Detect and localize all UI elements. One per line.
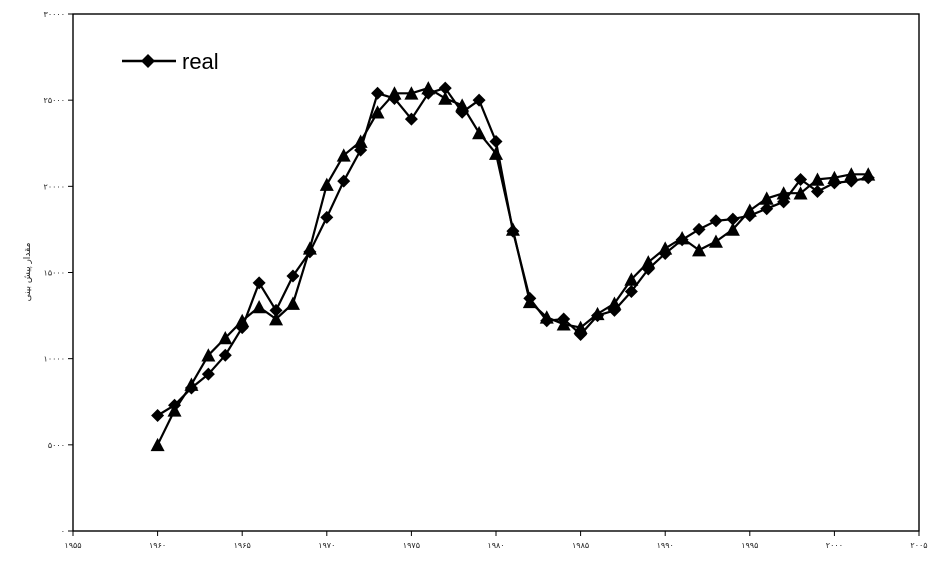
- x-tick-label: ۱۹۷۵: [403, 541, 420, 550]
- triangle-marker: [607, 296, 622, 310]
- triangle-marker: [827, 170, 842, 185]
- triangle-marker: [522, 294, 537, 309]
- legend-label-real: real: [182, 49, 219, 74]
- diamond-marker: [218, 348, 232, 362]
- triangle-marker: [708, 234, 723, 248]
- y-tick-label: ۵۰۰۰: [48, 441, 65, 450]
- triangle-marker: [285, 296, 300, 310]
- diamond-marker: [760, 202, 774, 216]
- diamond-marker: [404, 112, 418, 126]
- triangle-marker: [641, 255, 656, 269]
- triangle-marker: [150, 437, 165, 452]
- legend-diamond-marker: [141, 54, 155, 68]
- series-real: [151, 81, 875, 423]
- triangle-marker: [472, 125, 487, 140]
- triangle-marker: [759, 191, 774, 205]
- triangle-marker: [455, 98, 470, 112]
- triangle-marker: [573, 320, 588, 334]
- triangle-marker: [793, 186, 808, 200]
- x-tick-label: ۲۰۰۵: [910, 541, 927, 550]
- diamond-marker: [624, 284, 638, 298]
- y-tick-label: ۱۰۰۰۰: [44, 355, 65, 364]
- triangle-marker: [269, 312, 284, 326]
- x-tick-label: ۱۹۹۵: [741, 541, 758, 550]
- legend: real: [122, 49, 219, 74]
- triangle-marker: [387, 86, 402, 100]
- triangle-marker: [861, 167, 876, 181]
- triangle-marker: [302, 241, 317, 255]
- diamond-marker: [286, 269, 300, 283]
- triangle-marker: [184, 377, 199, 391]
- series-layer: [150, 81, 876, 452]
- y-tick-label: ۲۵۰۰۰: [44, 96, 65, 105]
- triangle-marker: [556, 317, 571, 331]
- triangle-marker: [218, 330, 233, 345]
- diamond-marker: [438, 81, 452, 95]
- triangle-marker: [336, 148, 351, 162]
- triangle-marker: [167, 403, 182, 417]
- plot-border: [72, 13, 920, 532]
- y-axis-label: مقدار پیش بینی: [23, 242, 33, 301]
- triangle-marker: [505, 222, 520, 236]
- triangle-marker: [319, 177, 334, 191]
- series-line: [156, 86, 869, 446]
- triangle-marker: [776, 186, 791, 200]
- diamond-marker: [201, 367, 215, 381]
- diamond-marker: [489, 135, 503, 149]
- y-tick-label: ۲۰۰۰۰: [44, 182, 65, 191]
- triangle-marker: [252, 299, 267, 314]
- triangle-marker: [421, 81, 436, 95]
- x-tick-label: ۱۹۹۰: [657, 541, 674, 550]
- y-axis-ticks: ۰ ۵۰۰۰ ۱۰۰۰۰ ۱۵۰۰۰ ۲۰۰۰۰ ۲۵۰۰۰ ۳۰۰۰۰: [44, 10, 73, 536]
- triangle-marker: [725, 222, 740, 236]
- triangle-marker: [692, 243, 707, 257]
- diamond-marker: [252, 276, 266, 290]
- x-tick-label: ۲۰۰۰: [826, 541, 843, 550]
- x-tick-label: ۱۹۸۰: [487, 541, 504, 550]
- y-tick-label: ۰: [61, 527, 65, 536]
- diamond-marker: [810, 185, 824, 199]
- triangle-marker: [844, 167, 859, 181]
- axes: [72, 13, 920, 532]
- series-triangle: [150, 81, 876, 452]
- triangle-marker: [658, 241, 673, 255]
- x-tick-label: ۱۹۶۰: [149, 541, 166, 550]
- diamond-marker: [692, 222, 706, 236]
- triangle-marker: [624, 272, 639, 286]
- diamond-marker: [320, 210, 334, 224]
- diamond-marker: [709, 214, 723, 228]
- diamond-marker: [337, 174, 351, 188]
- triangle-marker: [675, 231, 690, 245]
- triangle-marker: [370, 105, 385, 119]
- x-tick-label: ۱۹۶۵: [234, 541, 251, 550]
- x-axis-ticks: ۱۹۵۵ ۱۹۶۰ ۱۹۶۵ ۱۹۷۰ ۱۹۷۵ ۱۹۸۰ ۱۹۸۵ ۱۹۹۰ ۱۹۹۵ ۲۰۰۰…: [64, 531, 928, 550]
- triangle-marker: [201, 348, 216, 362]
- diamond-marker: [472, 93, 486, 107]
- triangle-marker: [353, 134, 368, 148]
- triangle-marker: [810, 172, 825, 186]
- diamond-marker: [269, 303, 283, 317]
- y-tick-label: ۱۵۰۰۰: [44, 269, 65, 278]
- triangle-marker: [235, 313, 250, 328]
- x-tick-label: ۱۹۵۵: [64, 541, 81, 550]
- triangle-marker: [539, 310, 554, 324]
- diamond-marker: [794, 172, 808, 186]
- triangle-marker: [404, 86, 419, 100]
- diamond-marker: [371, 86, 385, 100]
- triangle-marker: [489, 146, 503, 160]
- triangle-marker: [590, 306, 605, 321]
- diamond-marker: [726, 212, 740, 226]
- series-line: [157, 86, 869, 417]
- triangle-marker: [742, 203, 757, 217]
- diamond-marker: [151, 409, 165, 423]
- x-tick-label: ۱۹۸۵: [572, 541, 589, 550]
- triangle-marker: [438, 91, 453, 105]
- x-tick-label: ۱۹۷۰: [318, 541, 335, 550]
- y-tick-label: ۳۰۰۰۰: [44, 10, 65, 19]
